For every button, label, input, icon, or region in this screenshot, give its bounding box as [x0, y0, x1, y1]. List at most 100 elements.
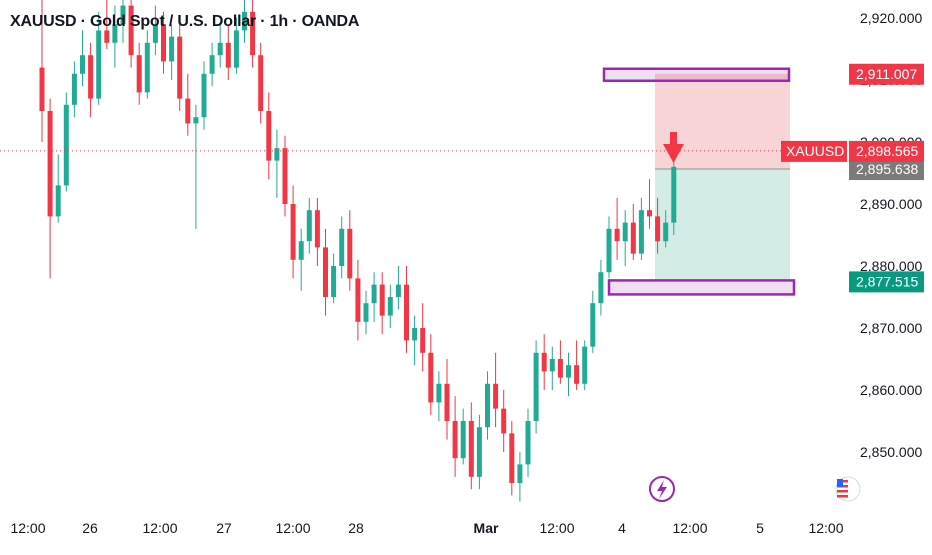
candle-body [331, 266, 337, 297]
candle-body [647, 210, 652, 217]
x-tick-label: 12:00 [10, 520, 45, 536]
candle-body [314, 210, 320, 248]
candle-body [128, 5, 134, 56]
candle-body [96, 30, 102, 99]
target-price-tag-text: 2,877.515 [856, 273, 918, 289]
candle-body [323, 247, 328, 297]
candle-body [47, 111, 53, 217]
candle [533, 340, 539, 434]
candle [476, 414, 482, 490]
candle [663, 210, 669, 248]
candle [509, 421, 515, 496]
candle [647, 179, 652, 229]
y-tick-label: 2,870.000 [860, 320, 922, 336]
candle [622, 210, 628, 266]
candle [331, 253, 337, 304]
x-tick-label: 28 [348, 520, 364, 536]
candle-body [379, 284, 385, 316]
candle-body [274, 148, 280, 161]
candle [71, 61, 77, 118]
candle [193, 104, 199, 229]
candle-body [71, 73, 77, 105]
candle-body [663, 222, 669, 242]
y-tick-label: 2,880.000 [860, 258, 922, 274]
candle-body [606, 228, 612, 273]
x-tick-label: 12:00 [672, 520, 707, 536]
candle [185, 73, 191, 136]
arrow-head [663, 144, 684, 163]
candle [339, 216, 345, 279]
x-tick-label: 12:00 [808, 520, 843, 536]
target-price-tag-bg [849, 271, 924, 293]
candle-body [104, 30, 110, 43]
candle [136, 42, 142, 105]
candle-body [136, 55, 142, 93]
candle-body [517, 464, 523, 483]
current-price-tag: 2,898.565 [849, 140, 924, 162]
candle-body [638, 210, 644, 254]
candle-body [120, 5, 126, 25]
candle-body [209, 55, 215, 74]
candle [55, 154, 61, 223]
candle-body [533, 352, 539, 421]
candle [614, 197, 620, 260]
candle-body [177, 36, 183, 99]
arrow-shaft [670, 132, 677, 144]
candle [233, 18, 239, 74]
candle [104, 0, 110, 49]
candle [468, 402, 474, 490]
x-tick-label: 4 [618, 520, 626, 536]
candle-body [404, 284, 409, 341]
candle [598, 259, 604, 316]
candle [493, 352, 499, 428]
candle [452, 396, 458, 477]
candle [590, 290, 596, 353]
candle [541, 334, 547, 390]
candle [501, 390, 507, 452]
candle-body [436, 383, 442, 403]
candle [371, 272, 377, 322]
candle-body [485, 383, 490, 428]
candle [217, 24, 223, 68]
candle [201, 61, 207, 130]
candle [112, 5, 118, 68]
candle-body [574, 365, 580, 384]
candle-body [298, 241, 304, 260]
x-tick-label: Mar [474, 520, 499, 536]
candle [266, 92, 272, 180]
candle-body [460, 421, 466, 459]
candle-body [509, 433, 515, 483]
x-tick-label: 12:00 [275, 520, 310, 536]
candle-body [282, 148, 288, 204]
candle-body [225, 42, 231, 68]
stop-price-tag-bg [849, 63, 924, 85]
symbol-tag-text: XAUUSD [786, 143, 844, 159]
candle-body [363, 303, 369, 322]
candle-body [525, 421, 531, 465]
reward-zone [655, 169, 790, 282]
candle [63, 92, 69, 192]
candle-body [476, 427, 482, 477]
candle-body [55, 185, 61, 217]
candle-body [501, 408, 507, 434]
candle [88, 42, 94, 118]
candle [582, 340, 588, 390]
candle [517, 452, 523, 502]
candle [444, 359, 450, 440]
candle-body [549, 359, 555, 372]
candle [128, 0, 134, 68]
us-flag-icon [835, 476, 861, 502]
candle [290, 185, 296, 279]
candle-body [169, 36, 175, 62]
candle [379, 272, 385, 335]
candle-body [590, 303, 596, 347]
candle [274, 129, 280, 198]
candle-body [428, 352, 434, 403]
candle-body [306, 210, 312, 242]
x-tick-label: 5 [756, 520, 764, 536]
candle [169, 24, 175, 80]
candle-body [63, 104, 69, 186]
entry-price-tag-text: 2,895.638 [856, 161, 918, 177]
